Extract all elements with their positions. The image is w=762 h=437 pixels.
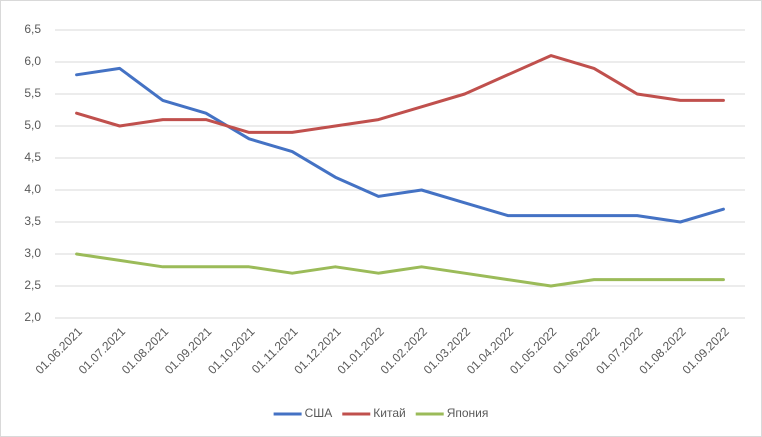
line-series [75, 66, 725, 224]
y-tick-label: 5,5 [24, 86, 41, 100]
legend-label: США [305, 406, 333, 420]
y-tick-label: 3,0 [24, 246, 41, 260]
y-tick-label: 2,5 [24, 278, 41, 292]
y-tick-label: 6,5 [24, 22, 41, 36]
line-series [75, 252, 725, 288]
line-series [75, 54, 725, 134]
y-tick-label: 6,0 [24, 54, 41, 68]
y-tick-label: 4,0 [24, 182, 41, 196]
legend-label: Китай [373, 406, 405, 420]
legend-label: Япония [447, 406, 489, 420]
y-tick-label: 3,5 [24, 214, 41, 228]
y-tick-label: 5,0 [24, 118, 41, 132]
y-tick-label: 4,5 [24, 150, 41, 164]
y-tick-label: 2,0 [24, 310, 41, 324]
